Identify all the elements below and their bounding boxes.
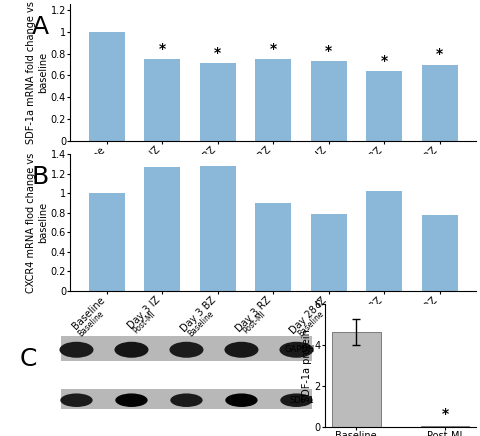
Text: *: *: [324, 44, 332, 58]
Bar: [365, 71, 401, 141]
Text: A: A: [31, 15, 48, 39]
Bar: [310, 61, 346, 141]
Bar: [255, 59, 291, 141]
Text: GAPDH: GAPDH: [284, 345, 314, 354]
Text: Baseline: Baseline: [186, 309, 216, 338]
Bar: [199, 63, 235, 141]
Bar: [421, 65, 457, 141]
Bar: [144, 167, 180, 291]
Bar: [199, 166, 235, 291]
Bar: [88, 193, 124, 291]
Y-axis label: SDF-1a protein: SDF-1a protein: [301, 329, 311, 402]
Bar: [60, 389, 312, 409]
Text: Baseline: Baseline: [296, 309, 325, 338]
Bar: [421, 215, 457, 291]
Text: *: *: [441, 406, 447, 420]
Ellipse shape: [115, 393, 147, 407]
Text: *: *: [269, 42, 276, 56]
Ellipse shape: [279, 342, 313, 358]
Bar: [255, 203, 291, 291]
Text: B: B: [31, 165, 48, 189]
Text: C: C: [20, 347, 37, 371]
Bar: [144, 59, 180, 141]
Bar: [420, 426, 468, 427]
Ellipse shape: [60, 393, 93, 407]
Text: *: *: [214, 46, 221, 60]
Text: *: *: [158, 42, 166, 56]
Ellipse shape: [280, 393, 312, 407]
Text: Post-MI: Post-MI: [241, 309, 267, 335]
Text: *: *: [435, 47, 443, 61]
Ellipse shape: [169, 342, 203, 358]
Ellipse shape: [114, 342, 148, 358]
Ellipse shape: [224, 342, 258, 358]
Text: *: *: [380, 54, 387, 68]
Y-axis label: SDF-1a mRNA fold change vs
baseline: SDF-1a mRNA fold change vs baseline: [26, 1, 48, 144]
Y-axis label: CXCR4 mRNA flod change vs
baseline: CXCR4 mRNA flod change vs baseline: [26, 153, 48, 293]
Ellipse shape: [60, 342, 93, 358]
Bar: [88, 32, 124, 141]
Text: SDF-1: SDF-1: [289, 396, 314, 405]
Ellipse shape: [170, 393, 202, 407]
Ellipse shape: [225, 393, 257, 407]
Text: Post-MI: Post-MI: [131, 309, 157, 335]
Bar: [365, 191, 401, 291]
Bar: [331, 332, 380, 427]
Text: Baseline: Baseline: [76, 309, 106, 338]
Bar: [310, 214, 346, 291]
Bar: [60, 336, 312, 361]
